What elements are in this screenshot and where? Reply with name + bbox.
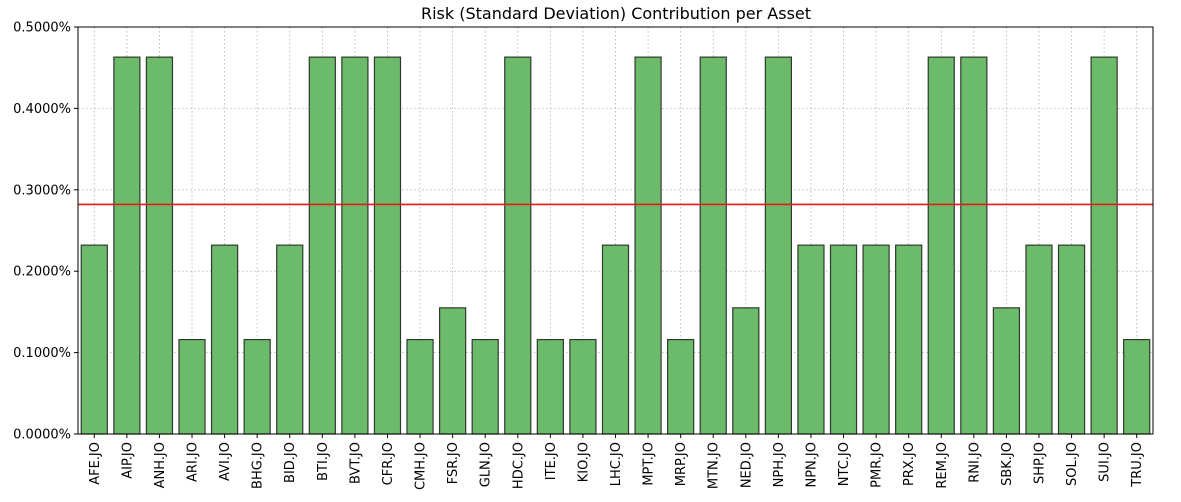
x-tick-label: ARI.JO — [186, 442, 201, 482]
bar-mtn-jo — [699, 56, 727, 435]
bar-bti-jo — [308, 56, 336, 435]
x-tick-label: HDC.JO — [511, 442, 526, 489]
x-tick-label: GLN.JO — [479, 442, 494, 487]
x-tick-label: MTN.JO — [707, 442, 722, 489]
bar-ite-jo — [536, 338, 564, 435]
y-tick-label: 0.3000% — [13, 183, 71, 198]
x-tick-label: FSR.JO — [446, 442, 461, 484]
x-axis: AFE.JO AIP.JO ANH.JO ARI.JO AVI.JO BHG.JO BID.… — [88, 434, 1145, 490]
bar-ntc-jo — [829, 244, 858, 435]
bar-ned-jo — [732, 307, 760, 435]
bar-cmh-jo — [406, 338, 434, 435]
x-tick-label: MPT.JO — [642, 442, 657, 486]
bar-lhc-jo — [601, 244, 630, 435]
x-tick-label: SOL.JO — [1065, 442, 1080, 486]
bar-avi-jo — [210, 244, 239, 435]
bar-ari-jo — [178, 338, 206, 435]
bar-rem-jo — [927, 56, 955, 435]
y-tick-label: 0.5000% — [13, 21, 71, 36]
bar-cfr-jo — [373, 56, 402, 435]
x-tick-label: MRP.JO — [674, 442, 689, 486]
x-tick-label: RNI.JO — [967, 442, 982, 483]
bar-bhg-jo — [243, 338, 271, 435]
bar-nph-jo — [764, 56, 793, 435]
x-tick-label: SHP.JO — [1032, 442, 1047, 484]
plot-frame — [77, 26, 1154, 435]
bar-npn-jo — [797, 244, 825, 435]
x-tick-label: BVT.JO — [348, 442, 363, 484]
y-tick-label: 0.4000% — [13, 102, 71, 117]
bar-mrp-jo — [667, 338, 695, 435]
x-tick-label: NED.JO — [739, 442, 754, 488]
x-tick-label: NPN.JO — [804, 442, 819, 488]
bars — [80, 56, 1151, 435]
bar-mpt-jo — [634, 56, 662, 435]
x-tick-label: LHC.JO — [609, 442, 624, 486]
x-tick-label: ITE.JO — [544, 442, 559, 480]
bar-pmr-jo — [862, 244, 890, 435]
bar-fsr-jo — [438, 307, 467, 435]
x-tick-label: SUI.JO — [1098, 442, 1113, 482]
bar-sol-jo — [1057, 244, 1086, 435]
x-tick-label: BHG.JO — [251, 442, 266, 489]
bar-sbk-jo — [992, 307, 1021, 435]
x-tick-label: BTI.JO — [316, 442, 331, 481]
x-tick-label: NTC.JO — [837, 442, 852, 486]
bar-prx-jo — [895, 244, 923, 435]
bar-sui-jo — [1090, 56, 1118, 435]
x-tick-label: TRU.JO — [1130, 442, 1145, 488]
bar-gln-jo — [471, 338, 499, 435]
bar-shp-jo — [1025, 244, 1053, 435]
x-tick-label: SBK.JO — [1000, 442, 1015, 486]
y-axis: 0.0000% 0.1000% 0.2000% 0.3000% 0.4000% 0.500… — [13, 21, 78, 443]
y-tick-label: 0.1000% — [13, 346, 71, 361]
bar-afe-jo — [80, 244, 108, 435]
bar-tru-jo — [1123, 338, 1151, 435]
x-tick-label: ANH.JO — [153, 442, 168, 488]
x-tick-label: KIO.JO — [576, 442, 591, 482]
x-tick-label: NPH.JO — [772, 442, 787, 487]
x-tick-label: AVI.JO — [218, 442, 233, 481]
x-tick-label: CFR.JO — [381, 442, 396, 485]
x-tick-label: AIP.JO — [120, 442, 135, 479]
bar-aip-jo — [113, 56, 141, 435]
x-tick-label: CMH.JO — [414, 442, 429, 490]
bar-bid-jo — [276, 244, 304, 435]
x-tick-label: BID.JO — [283, 442, 298, 483]
y-tick-label: 0.0000% — [13, 428, 71, 443]
bar-kio-jo — [569, 338, 597, 435]
chart-title: Risk (Standard Deviation) Contribution p… — [421, 4, 811, 23]
bar-anh-jo — [145, 56, 174, 435]
bar-hdc-jo — [504, 56, 532, 435]
x-tick-label: REM.JO — [935, 442, 950, 489]
bar-rni-jo — [960, 56, 988, 435]
bar-bvt-jo — [341, 56, 369, 435]
x-tick-label: AFE.JO — [88, 442, 103, 485]
x-tick-label: PRX.JO — [902, 442, 917, 486]
x-tick-label: PMR.JO — [870, 442, 885, 488]
y-tick-label: 0.2000% — [13, 265, 71, 280]
